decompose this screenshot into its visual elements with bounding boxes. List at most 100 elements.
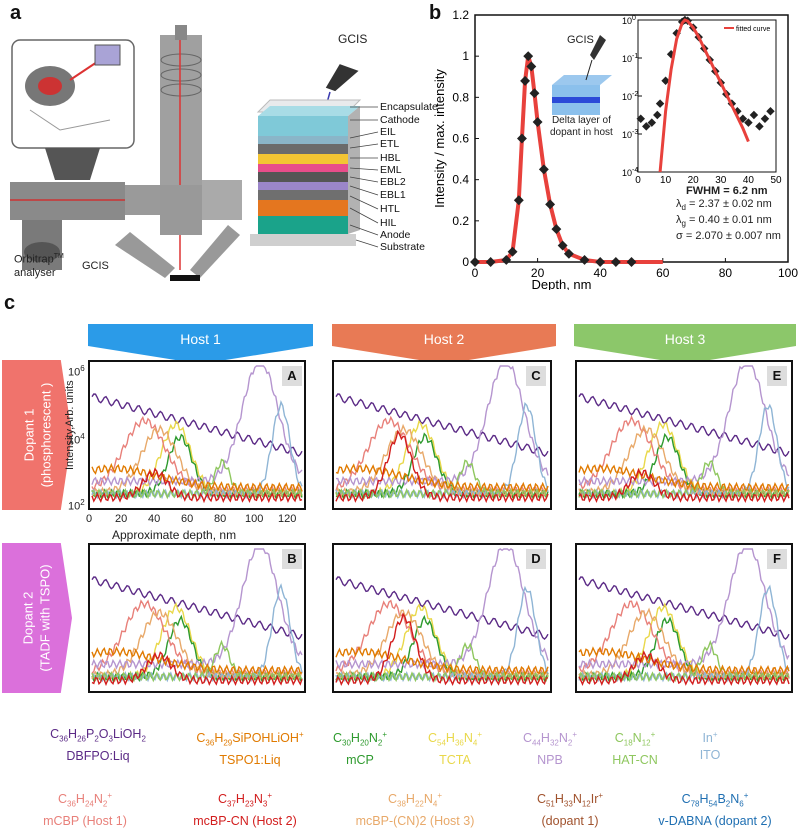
legend-formula: C36H29SiPOHLiOH+ bbox=[196, 730, 304, 748]
profile-trace bbox=[578, 463, 790, 494]
data-point bbox=[545, 199, 556, 210]
legend-item: C36H29SiPOHLiOH+ TSPO1:Liq bbox=[170, 726, 330, 769]
inset-xtick-label: 10 bbox=[660, 175, 672, 186]
data-point bbox=[626, 257, 637, 267]
oled-stack bbox=[250, 106, 360, 246]
legend-formula: C36H26P2O3LiOH2 bbox=[50, 727, 146, 744]
profile-trace bbox=[578, 646, 790, 677]
legend-name: mCBP (Host 1) bbox=[43, 813, 127, 828]
inset-ytick-label: 10-2 bbox=[622, 91, 638, 102]
legend-item: C30H20N2+ mCP bbox=[330, 726, 390, 769]
profile-trace bbox=[92, 458, 303, 500]
legend-item: C36H24N2+ mCBP (Host 1) bbox=[30, 787, 140, 830]
dopant-2-banner: Dopant 2 (TADF with TSPO) bbox=[2, 543, 72, 693]
inset-data-point bbox=[636, 114, 646, 124]
profile-trace bbox=[335, 645, 549, 676]
fit-parameters: FWHM = 6.2 nm λd = 2.37 ± 0.02 nm λg = 0… bbox=[676, 185, 781, 243]
legend-name: TSPO1:Liq bbox=[219, 752, 281, 767]
ytick-label: 1.2 bbox=[452, 8, 469, 22]
data-point bbox=[538, 164, 549, 175]
host-1-banner: Host 1 bbox=[88, 324, 313, 364]
inset-data-point bbox=[744, 118, 753, 127]
profile-trace bbox=[578, 650, 790, 687]
inset-data-point bbox=[655, 99, 665, 108]
profile-trace bbox=[91, 646, 303, 677]
xtick-40: 40 bbox=[148, 513, 161, 525]
inset-legend-label: fitted curve bbox=[736, 26, 770, 33]
b-gcis-label: GCIS bbox=[567, 34, 594, 46]
profile-trace bbox=[91, 420, 303, 500]
ytick-label: 0.6 bbox=[452, 132, 469, 146]
legend-item: In+ ITO bbox=[680, 726, 740, 764]
data-point bbox=[485, 257, 496, 267]
legend-name: (dopant 1) bbox=[541, 813, 599, 828]
plot-label-F: F bbox=[767, 549, 787, 569]
c-xlabel: Approximate depth, nm bbox=[112, 528, 237, 542]
profile-trace bbox=[335, 614, 549, 683]
data-point bbox=[610, 257, 621, 267]
inset-ytick-label: 100 bbox=[622, 15, 636, 26]
delta-layer-icon bbox=[552, 85, 600, 97]
gcis-top-label: GCIS bbox=[338, 32, 368, 46]
inset-data-point bbox=[760, 114, 770, 124]
plot-label-D: D bbox=[526, 549, 546, 569]
ytick-label: 0 bbox=[462, 255, 469, 269]
orbitrap-label: OrbitrapTM analyser bbox=[14, 253, 64, 279]
legend-name: HAT-CN bbox=[612, 752, 658, 767]
c-ylabel: Intensity,Arb. units bbox=[64, 380, 76, 470]
profile-trace bbox=[578, 403, 790, 500]
inset-data-point bbox=[766, 106, 775, 116]
xtick-label: 80 bbox=[719, 266, 733, 280]
delta-layer-icon bbox=[552, 97, 600, 103]
trace-canvas bbox=[91, 365, 303, 504]
legend-formula: C37H23N3+ bbox=[217, 791, 273, 809]
data-point bbox=[523, 51, 534, 62]
profile-trace bbox=[335, 612, 549, 687]
legend-item: C44H32N2+ NPB bbox=[505, 726, 595, 769]
xtick-label: 60 bbox=[656, 266, 670, 280]
data-point bbox=[517, 133, 527, 144]
legend-item: C18N12+ HAT-CN bbox=[595, 726, 675, 769]
legend-name: mCP bbox=[346, 752, 374, 767]
trace-canvas bbox=[335, 548, 549, 687]
profile-trace bbox=[578, 548, 790, 670]
legend-formula: C51H33N12Ir+ bbox=[536, 791, 604, 809]
profile-trace bbox=[335, 429, 549, 504]
legend-formula: C18N12+ bbox=[614, 730, 656, 748]
x-axis-label: Depth, nm bbox=[532, 277, 592, 290]
profile-trace bbox=[91, 467, 303, 504]
legend-item: C54H36N4+ TCTA bbox=[415, 726, 495, 769]
legend-formula: C36H24N2+ bbox=[57, 791, 113, 809]
ytick-label: 1 bbox=[462, 49, 469, 63]
legend-formula: In+ bbox=[702, 730, 718, 746]
inset-ytick-label: 10-4 bbox=[622, 167, 638, 178]
host-2-banner: Host 2 bbox=[332, 324, 556, 364]
profile-trace bbox=[91, 548, 303, 670]
profile-trace bbox=[335, 463, 549, 493]
inset-fitted-curve bbox=[658, 18, 750, 173]
inset-ytick-label: 10-3 bbox=[622, 129, 638, 140]
trace-canvas bbox=[578, 548, 790, 687]
data-point bbox=[529, 88, 540, 99]
delta-layer-icon bbox=[552, 103, 600, 115]
panel-label-b: b bbox=[429, 2, 442, 24]
host-3-banner: Host 3 bbox=[574, 324, 796, 364]
profile-trace bbox=[91, 393, 303, 458]
ytick-label: 0.4 bbox=[452, 173, 469, 187]
plot-C bbox=[332, 360, 552, 510]
xtick-80: 80 bbox=[214, 513, 227, 525]
profile-trace bbox=[91, 651, 303, 687]
panel-label-c: c bbox=[4, 292, 16, 314]
profile-trace bbox=[578, 467, 790, 504]
profile-trace bbox=[91, 576, 303, 641]
profile-trace bbox=[335, 393, 549, 458]
profile-trace bbox=[335, 548, 549, 670]
plot-label-B: B bbox=[282, 549, 302, 569]
legend-name: v-DABNA (dopant 2) bbox=[658, 813, 772, 828]
data-point bbox=[507, 246, 518, 257]
legend-name: NPB bbox=[537, 752, 563, 767]
plot-label-E: E bbox=[767, 366, 787, 386]
dopant-1-banner: Dopant 1 (phosphorescent ) bbox=[2, 360, 72, 510]
legend-formula: C78H54B2N6+ bbox=[681, 791, 749, 809]
profile-trace bbox=[578, 576, 790, 641]
